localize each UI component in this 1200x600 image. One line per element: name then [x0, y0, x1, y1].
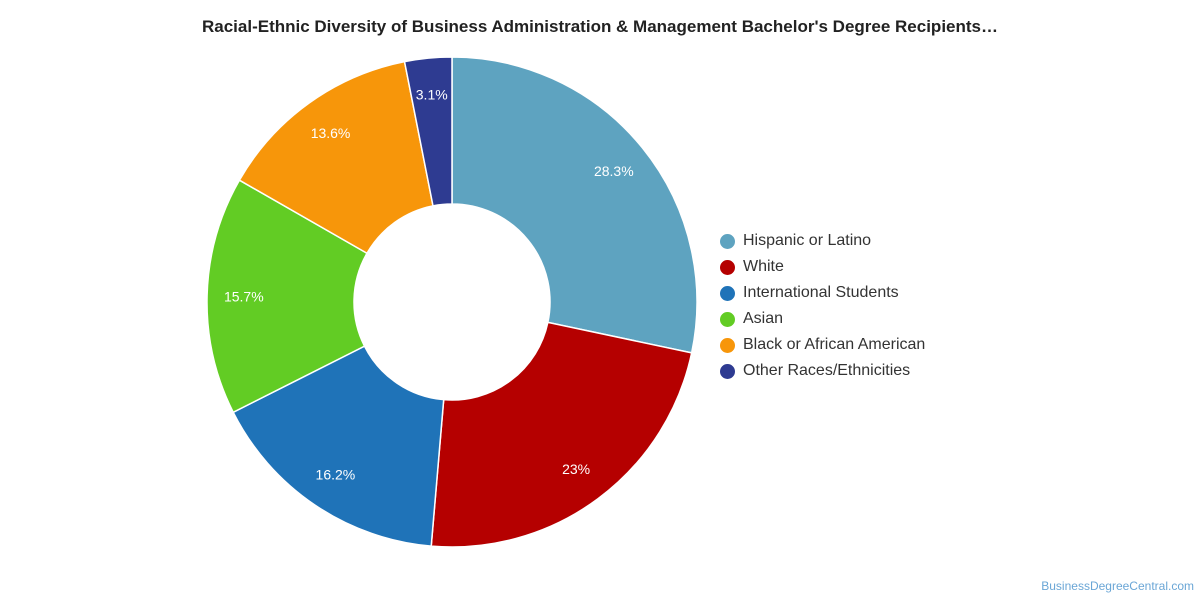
legend-item-hispanic-or-latino[interactable]: Hispanic or Latino: [720, 228, 925, 254]
data-label-white: 23%: [562, 461, 590, 477]
legend-item-asian[interactable]: Asian: [720, 306, 925, 332]
legend-swatch-icon: [720, 311, 735, 327]
slice-black-or-african-american[interactable]: [238, 60, 434, 255]
legend-label: White: [743, 258, 784, 275]
slice-white[interactable]: [430, 321, 693, 548]
legend-swatch-icon: [720, 233, 735, 249]
legend-label: Black or African American: [743, 336, 926, 353]
legend-item-black-or-african-american[interactable]: Black or African American: [720, 332, 925, 358]
data-label-international-students: 16.2%: [316, 467, 356, 483]
chart-legend: Hispanic or Latino White International Stu…: [720, 228, 925, 384]
legend-label: Other Races/Ethnicities: [743, 362, 911, 379]
data-label-black-or-african-american: 13.6%: [311, 125, 351, 141]
legend-item-international-students[interactable]: International Students: [720, 280, 925, 306]
watermark: BusinessDegreeCentral.com: [1041, 579, 1194, 593]
data-label-other-races-ethnicities: 3.1%: [416, 87, 448, 103]
legend-swatch-icon: [720, 363, 735, 379]
data-label-asian: 15.7%: [224, 288, 264, 304]
slice-hispanic-or-latino[interactable]: [451, 56, 698, 354]
legend-swatch-icon: [720, 259, 735, 275]
slice-other-races-ethnicities[interactable]: [403, 56, 453, 207]
slice-international-students[interactable]: [232, 345, 445, 547]
legend-label: Asian: [743, 310, 784, 327]
chart-title: Racial-Ethnic Diversity of Business Admi…: [201, 17, 998, 36]
legend-swatch-icon: [720, 285, 735, 301]
data-label-hispanic-or-latino: 28.3%: [594, 163, 634, 179]
legend-swatch-icon: [720, 337, 735, 353]
legend-item-other-races-ethnicities[interactable]: Other Races/Ethnicities: [720, 358, 925, 384]
legend-label: International Students: [743, 284, 899, 301]
legend-label: Hispanic or Latino: [743, 232, 872, 249]
legend-item-white[interactable]: White: [720, 254, 925, 280]
slice-asian[interactable]: [206, 179, 368, 414]
